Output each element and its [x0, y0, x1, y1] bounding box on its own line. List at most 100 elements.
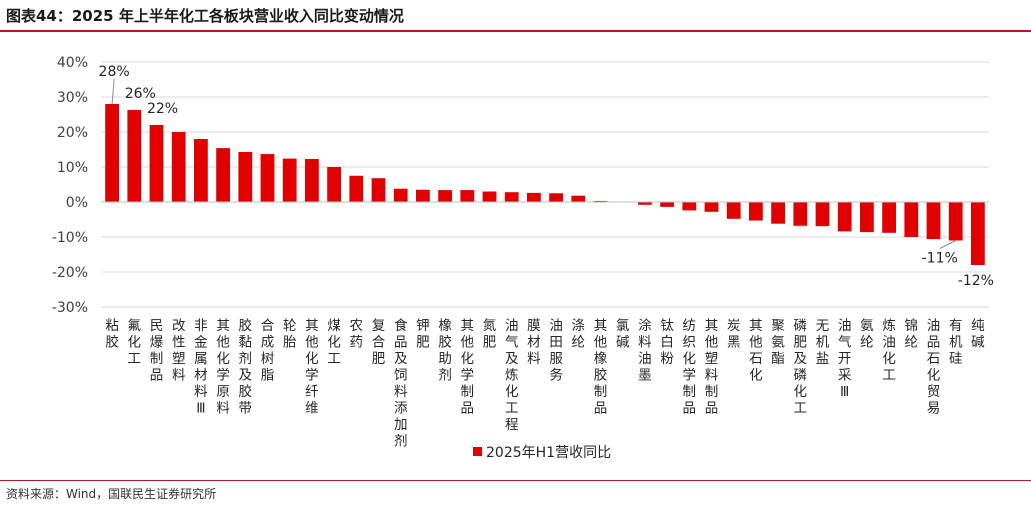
bar [238, 151, 253, 202]
y-tick-label: -20% [52, 265, 88, 281]
category-label: 氨纶 [860, 318, 874, 351]
data-label-leader [939, 240, 956, 249]
category-label: 非金属材料 Ⅲ [194, 318, 208, 417]
data-label: -11% [922, 251, 958, 267]
category-label: 煤化工 [327, 318, 341, 367]
category-label: 其他化学纤维 [305, 318, 319, 417]
bar [660, 202, 674, 207]
bar [460, 190, 475, 202]
category-label: 油田服务 [549, 318, 563, 384]
bar [860, 202, 874, 233]
bar [704, 202, 719, 212]
category-label: 粘胶 [105, 318, 119, 351]
bar [349, 175, 364, 202]
category-label: 油品石化贸易 [927, 318, 941, 417]
category-label: 其他化学制品 [461, 318, 475, 417]
category-label: 炭黑 [727, 318, 741, 351]
y-tick-label: 10% [57, 160, 88, 176]
category-label: 钾肥 [416, 318, 430, 351]
y-tick-label: 30% [57, 90, 88, 106]
category-label: 氯碱 [616, 318, 630, 351]
bar [327, 167, 341, 202]
bar [593, 200, 608, 202]
bar [416, 189, 430, 202]
category-label: 其他橡胶制品 [594, 318, 608, 417]
bar [482, 191, 497, 202]
category-label: 膜材料 [527, 318, 541, 367]
category-label: 纯碱 [971, 318, 985, 351]
category-label: 民爆制品 [150, 318, 164, 384]
y-tick-label: 40% [57, 55, 88, 71]
bar [771, 202, 785, 224]
source-note: 资料来源：Wind，国联民生证券研究所 [6, 487, 217, 501]
bar-chart: 40% 30% 20% 10% 0% -10% -20% -30% 28% 26%22% -11%-… [52, 55, 994, 461]
category-label: 农药 [350, 318, 364, 351]
category-label: 其他石化 [749, 318, 763, 384]
y-tick-label: 20% [57, 125, 88, 141]
figure-title: 图表44：2025 年上半年化工各板块营业收入同比变动情况 [6, 7, 404, 25]
y-tick-label: 0% [66, 195, 88, 211]
category-label: 油气开采 Ⅲ [838, 318, 852, 400]
bar [260, 154, 275, 202]
category-label: 轮胎 [283, 318, 297, 351]
bar [837, 202, 852, 232]
y-tick-label: -10% [52, 230, 88, 246]
data-label: 26% [125, 86, 156, 102]
bar [948, 202, 963, 241]
bar [549, 193, 563, 202]
bar [393, 188, 408, 202]
category-label: 无机盐 [816, 318, 830, 367]
category-label: 磷肥及磷化工 [794, 318, 808, 417]
bar [793, 202, 808, 226]
bar [926, 202, 941, 240]
bar [438, 190, 452, 202]
category-label: 其他塑料制品 [705, 318, 719, 417]
y-tick-label: -30% [52, 300, 88, 316]
category-label: 食品及饲料添加剂 [394, 317, 408, 450]
category-label: 其他化学原料 [216, 318, 230, 417]
bar [904, 202, 919, 237]
category-label: 涤纶 [572, 318, 586, 351]
bar [571, 195, 586, 202]
bar [527, 192, 541, 202]
category-label: 胶黏剂及胶带 [239, 317, 253, 417]
data-label: 28% [99, 64, 130, 80]
bar [282, 158, 297, 202]
category-label: 油气及炼化工程 [505, 318, 519, 433]
bar [194, 139, 208, 202]
category-label: 橡胶助剂 [438, 318, 452, 384]
category-label: 聚氨酯 [771, 318, 785, 367]
bottom-divider [0, 480, 1031, 481]
category-label: 锦纶 [905, 318, 919, 351]
bar [971, 202, 985, 265]
bar [882, 202, 896, 233]
bar [149, 125, 164, 202]
data-label: -12% [958, 273, 994, 289]
bar [749, 202, 763, 221]
category-label: 炼油化工 [882, 318, 896, 384]
category-label: 氮肥 [483, 318, 497, 351]
figure-header: 图表44：2025 年上半年化工各板块营业收入同比变动情况 [0, 0, 1031, 30]
bar [305, 158, 319, 202]
category-label: 复合肥 [372, 317, 386, 367]
category-label: 有机硅 [949, 318, 963, 367]
category-label: 氟化工 [128, 318, 142, 367]
legend-swatch [473, 447, 482, 456]
category-label: 钛白粉 [660, 318, 674, 367]
category-label: 纺织化学制品 [683, 318, 697, 417]
legend-label: 2025年H1营收同比 [486, 445, 611, 461]
data-label-leader [111, 78, 115, 105]
bar [682, 202, 697, 211]
bar [815, 202, 830, 227]
category-label: 合成树脂 [261, 318, 275, 384]
bar [105, 104, 119, 202]
bar [216, 148, 230, 202]
bar [504, 192, 519, 202]
top-divider [0, 30, 1031, 32]
data-label: 22% [147, 101, 178, 117]
category-label: 改性塑料 [172, 318, 186, 384]
bar [371, 178, 386, 202]
bar [726, 202, 741, 219]
category-label: 涂料油墨 [638, 318, 652, 384]
bar [171, 132, 186, 202]
